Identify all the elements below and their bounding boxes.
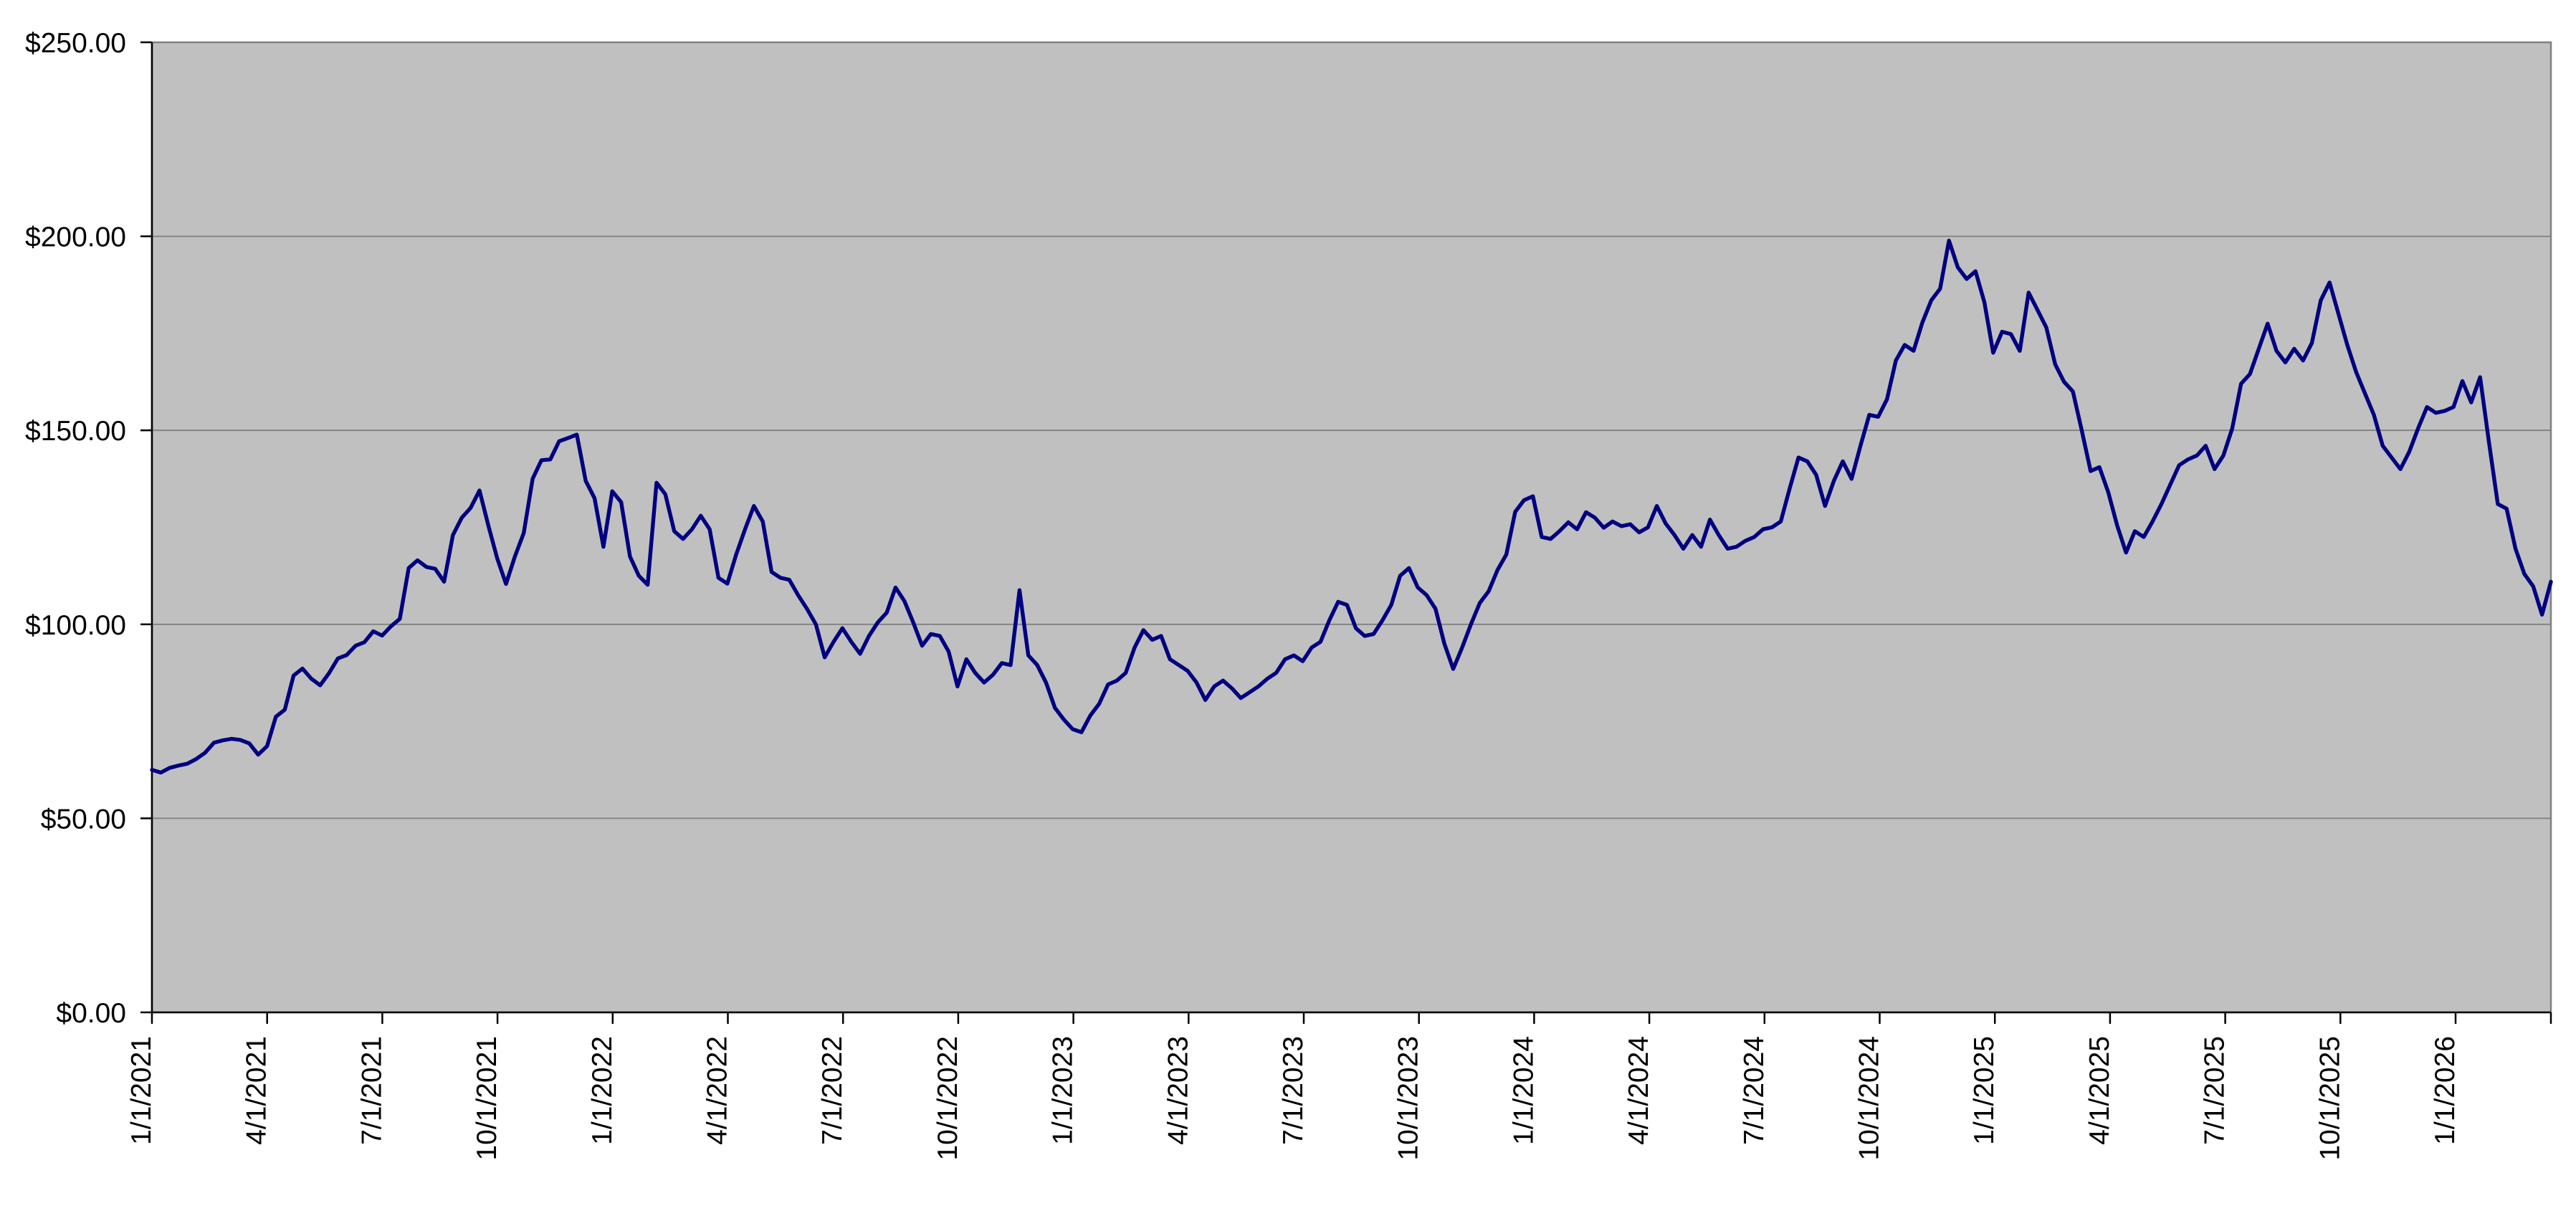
y-tick-label-100: $100.00 <box>25 610 126 641</box>
x-tick-label-9: 4/1/2023 <box>1163 1036 1193 1145</box>
series-line-price <box>150 238 2553 775</box>
y-tick-label-50: $50.00 <box>41 804 126 835</box>
x-tick-label-6: 7/1/2022 <box>817 1036 848 1145</box>
x-tick-label-3: 10/1/2021 <box>472 1036 502 1161</box>
x-tick-label-14: 7/1/2024 <box>1739 1036 1770 1145</box>
x-tick-label-1: 4/1/2021 <box>242 1036 272 1145</box>
x-tick-label-19: 10/1/2025 <box>2314 1036 2345 1161</box>
y-tick-label-0: $0.00 <box>56 998 126 1029</box>
x-tick-label-10: 7/1/2023 <box>1278 1036 1309 1145</box>
x-tick-label-15: 10/1/2024 <box>1854 1036 1885 1161</box>
x-tick-label-2: 7/1/2021 <box>356 1036 387 1145</box>
x-tick-label-11: 10/1/2023 <box>1393 1036 1424 1161</box>
x-tick-label-20: 1/1/2026 <box>2430 1036 2461 1145</box>
y-tick-label-250: $250.00 <box>25 28 126 59</box>
x-tick-label-8: 1/1/2023 <box>1048 1036 1079 1145</box>
plot-area <box>152 42 2551 1012</box>
x-tick-label-12: 1/1/2024 <box>1508 1036 1539 1145</box>
x-tick-label-17: 4/1/2025 <box>2084 1036 2115 1145</box>
y-tick-label-200: $200.00 <box>25 222 126 253</box>
y-tick-label-150: $150.00 <box>25 416 126 447</box>
x-tick-label-7: 10/1/2022 <box>932 1036 963 1161</box>
x-tick-label-5: 4/1/2022 <box>702 1036 733 1145</box>
x-tick-label-4: 1/1/2022 <box>587 1036 618 1145</box>
x-tick-label-0: 1/1/2021 <box>126 1036 157 1145</box>
x-tick-label-13: 4/1/2024 <box>1623 1036 1654 1145</box>
x-tick-label-16: 1/1/2025 <box>1969 1036 2000 1145</box>
x-tick-label-18: 7/1/2025 <box>2200 1036 2231 1145</box>
